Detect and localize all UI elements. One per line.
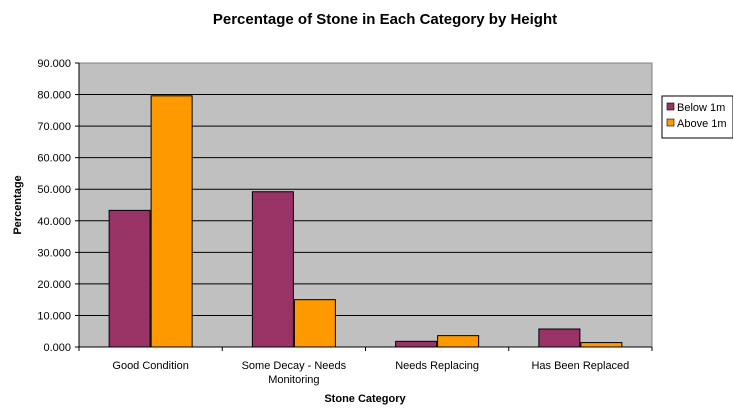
legend-label-below: Below 1m [677,102,725,114]
bar-below-1m [108,209,151,348]
bar-above-1m [437,335,480,348]
x-tick-label: Monitoring [268,374,319,386]
bar-below-1m [251,191,294,348]
y-axis-ticks: 0.000 10.000 20.000 30.000 40.000 50.000 60.00… [37,58,79,354]
bar-below-1m [538,328,581,348]
x-axis-title: Stone Category [324,393,406,405]
bar-above-1m [293,299,336,348]
x-axis-ticks: Good Condition Some Decay - Needs Monitori… [78,63,653,386]
y-tick-label: 40.000 [37,216,71,228]
bar-below-1m [395,340,438,348]
x-tick-label: Some Decay - Needs [242,360,347,372]
legend-swatch-above [666,118,675,127]
bars [108,95,623,348]
y-tick-label: 20.000 [37,279,71,291]
legend: Below 1m Above 1m [661,95,733,139]
legend-swatch-below [666,102,675,111]
x-tick-label: Good Condition [112,360,188,372]
chart-title: Percentage of Stone in Each Category by … [213,11,557,28]
y-tick-label: 90.000 [37,58,71,70]
x-tick-label: Needs Replacing [395,360,479,372]
y-tick-label: 80.000 [37,90,71,102]
y-tick-label: 10.000 [37,310,71,322]
bar-above-1m [150,95,193,348]
y-tick-label: 30.000 [37,247,71,259]
bar-above-1m [580,342,623,348]
legend-label-above: Above 1m [677,118,727,130]
y-tick-label: 60.000 [37,153,71,165]
x-tick-label: Has Been Replaced [531,360,629,372]
y-tick-label: 70.000 [37,121,71,133]
y-tick-label: 50.000 [37,184,71,196]
y-axis-title: Percentage [12,175,24,234]
y-tick-label: 0.000 [43,342,71,354]
